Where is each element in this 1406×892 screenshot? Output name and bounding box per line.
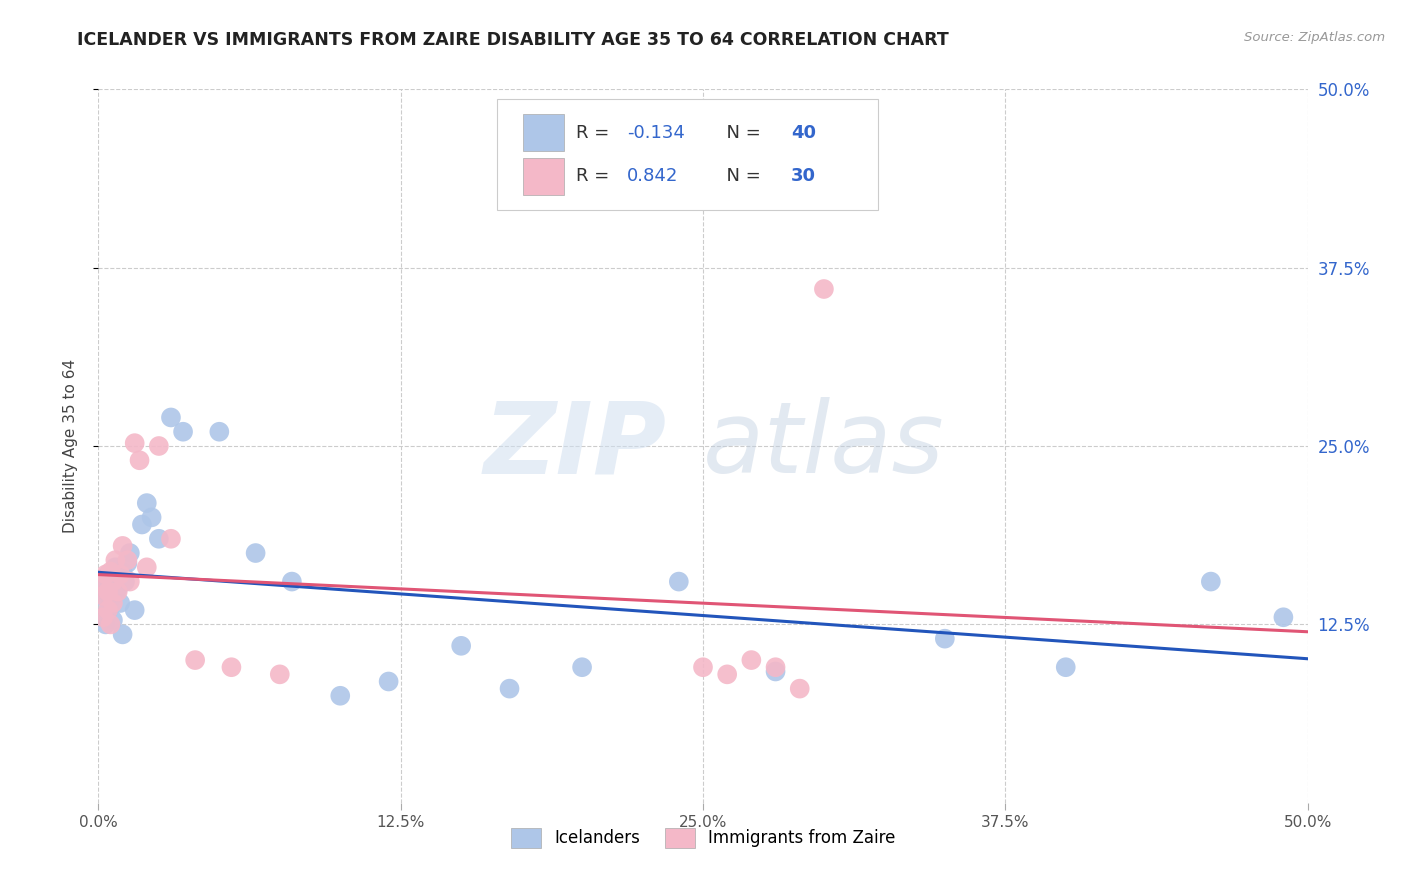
- Point: [101, 613, 124, 627]
- Point: [117, 553, 139, 567]
- Point: [111, 539, 134, 553]
- Point: [90, 574, 112, 589]
- Point: [100, 617, 122, 632]
- Point: [765, 660, 787, 674]
- Point: [160, 410, 183, 425]
- Point: [101, 596, 124, 610]
- Point: [100, 579, 122, 593]
- Point: [117, 556, 139, 570]
- Point: [221, 660, 243, 674]
- FancyBboxPatch shape: [523, 158, 564, 194]
- Point: [1199, 574, 1222, 589]
- Point: [104, 553, 127, 567]
- Point: [148, 532, 170, 546]
- Point: [107, 584, 129, 599]
- Point: [716, 667, 738, 681]
- Point: [91, 574, 114, 589]
- Point: [128, 453, 150, 467]
- Text: 40: 40: [792, 124, 817, 142]
- Point: [90, 589, 112, 603]
- Point: [97, 603, 120, 617]
- Point: [329, 689, 352, 703]
- Point: [1272, 610, 1295, 624]
- Point: [281, 574, 304, 589]
- Point: [377, 674, 399, 689]
- Point: [91, 589, 114, 603]
- Text: Source: ZipAtlas.com: Source: ZipAtlas.com: [1244, 31, 1385, 45]
- Point: [94, 567, 117, 582]
- Point: [94, 617, 117, 632]
- Text: ZIP: ZIP: [484, 398, 666, 494]
- Text: 30: 30: [792, 168, 817, 186]
- Point: [813, 282, 835, 296]
- Point: [141, 510, 163, 524]
- Point: [124, 603, 146, 617]
- Text: N =: N =: [716, 168, 766, 186]
- Point: [934, 632, 956, 646]
- Point: [100, 593, 122, 607]
- Point: [184, 653, 207, 667]
- Point: [91, 610, 114, 624]
- Point: [131, 517, 153, 532]
- Text: R =: R =: [576, 124, 614, 142]
- Point: [124, 436, 146, 450]
- Point: [498, 681, 520, 696]
- Point: [97, 603, 120, 617]
- Point: [97, 567, 120, 582]
- Point: [245, 546, 267, 560]
- Point: [450, 639, 472, 653]
- Text: 0.842: 0.842: [627, 168, 678, 186]
- Point: [160, 532, 183, 546]
- Point: [789, 681, 811, 696]
- Point: [114, 574, 136, 589]
- Point: [104, 560, 127, 574]
- Point: [101, 570, 124, 584]
- Point: [107, 582, 129, 596]
- Point: [148, 439, 170, 453]
- Text: N =: N =: [716, 124, 766, 142]
- Point: [135, 496, 157, 510]
- Text: ICELANDER VS IMMIGRANTS FROM ZAIRE DISABILITY AGE 35 TO 64 CORRELATION CHART: ICELANDER VS IMMIGRANTS FROM ZAIRE DISAB…: [77, 31, 949, 49]
- Point: [111, 565, 134, 579]
- Point: [118, 574, 141, 589]
- Text: atlas: atlas: [703, 398, 945, 494]
- Point: [118, 546, 141, 560]
- Y-axis label: Disability Age 35 to 64: Disability Age 35 to 64: [63, 359, 77, 533]
- Point: [94, 584, 117, 599]
- Point: [172, 425, 194, 439]
- Point: [101, 574, 124, 589]
- Point: [1054, 660, 1077, 674]
- Point: [269, 667, 291, 681]
- Point: [668, 574, 690, 589]
- Text: R =: R =: [576, 168, 614, 186]
- Legend: Icelanders, Immigrants from Zaire: Icelanders, Immigrants from Zaire: [510, 828, 896, 848]
- Point: [97, 584, 120, 599]
- Point: [111, 627, 134, 641]
- Point: [208, 425, 231, 439]
- Point: [740, 653, 762, 667]
- Point: [135, 560, 157, 574]
- Text: -0.134: -0.134: [627, 124, 685, 142]
- Point: [108, 567, 131, 582]
- Point: [765, 665, 787, 679]
- Point: [100, 565, 122, 579]
- FancyBboxPatch shape: [498, 99, 879, 210]
- Point: [91, 610, 114, 624]
- Point: [108, 596, 131, 610]
- Point: [571, 660, 593, 674]
- Point: [692, 660, 714, 674]
- FancyBboxPatch shape: [523, 114, 564, 152]
